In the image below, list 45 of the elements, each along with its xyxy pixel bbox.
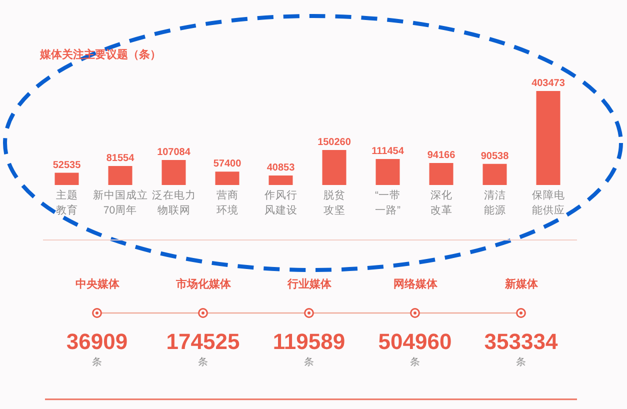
data-label: 90538	[480, 150, 510, 162]
data-label: 119589	[272, 329, 346, 354]
x-tick-label: 清洁能源	[484, 188, 506, 216]
text: 条	[410, 357, 420, 368]
x-tick-label: “一带一路”	[375, 188, 401, 216]
bar	[376, 159, 400, 185]
text: 条	[198, 357, 208, 368]
data-label: 174525	[166, 329, 240, 354]
x-tick-label: 新中国成立70周年	[92, 188, 148, 216]
data-label: 57400	[213, 158, 242, 170]
x-tick-label: 深化改革	[430, 190, 452, 216]
category-label: 市场化媒体	[175, 278, 232, 290]
x-tick-label: 作风行风建设	[263, 190, 298, 216]
data-label: 107084	[157, 147, 191, 158]
data-label: 94166	[427, 150, 456, 162]
bar	[54, 172, 79, 185]
category-label: 新媒体	[504, 278, 539, 290]
bar	[536, 91, 560, 185]
text: 条	[304, 357, 314, 368]
data-label: 150260	[318, 136, 352, 148]
data-label: 111454	[372, 146, 404, 158]
category-label: 中央媒体	[76, 278, 120, 290]
data-label: 353334	[484, 329, 558, 354]
data-label: 504960	[378, 329, 452, 354]
category-label: 网络媒体	[394, 278, 438, 290]
x-tick-label: 脱贫攻坚	[323, 188, 346, 216]
data-label: 81554	[106, 153, 135, 164]
data-label: 403473	[532, 78, 566, 89]
bar	[322, 150, 346, 185]
x-tick-label: 保障电能供应	[532, 188, 565, 216]
data-label: 52535	[52, 160, 82, 171]
text: 条	[92, 357, 102, 368]
bar	[215, 172, 240, 185]
bar	[429, 163, 454, 185]
bar	[482, 164, 507, 185]
category-label: 行业媒体	[286, 278, 332, 290]
data-label: 40853	[266, 162, 296, 174]
x-tick-label: 泛在电力物联网	[152, 188, 196, 216]
x-tick-label: 营商环境	[216, 188, 238, 216]
bar	[268, 175, 293, 185]
data-label: 36909	[66, 329, 128, 354]
x-tick-label: 主题教育	[56, 188, 78, 216]
bar	[108, 166, 132, 185]
text: 条	[516, 357, 526, 368]
bar	[162, 160, 186, 185]
